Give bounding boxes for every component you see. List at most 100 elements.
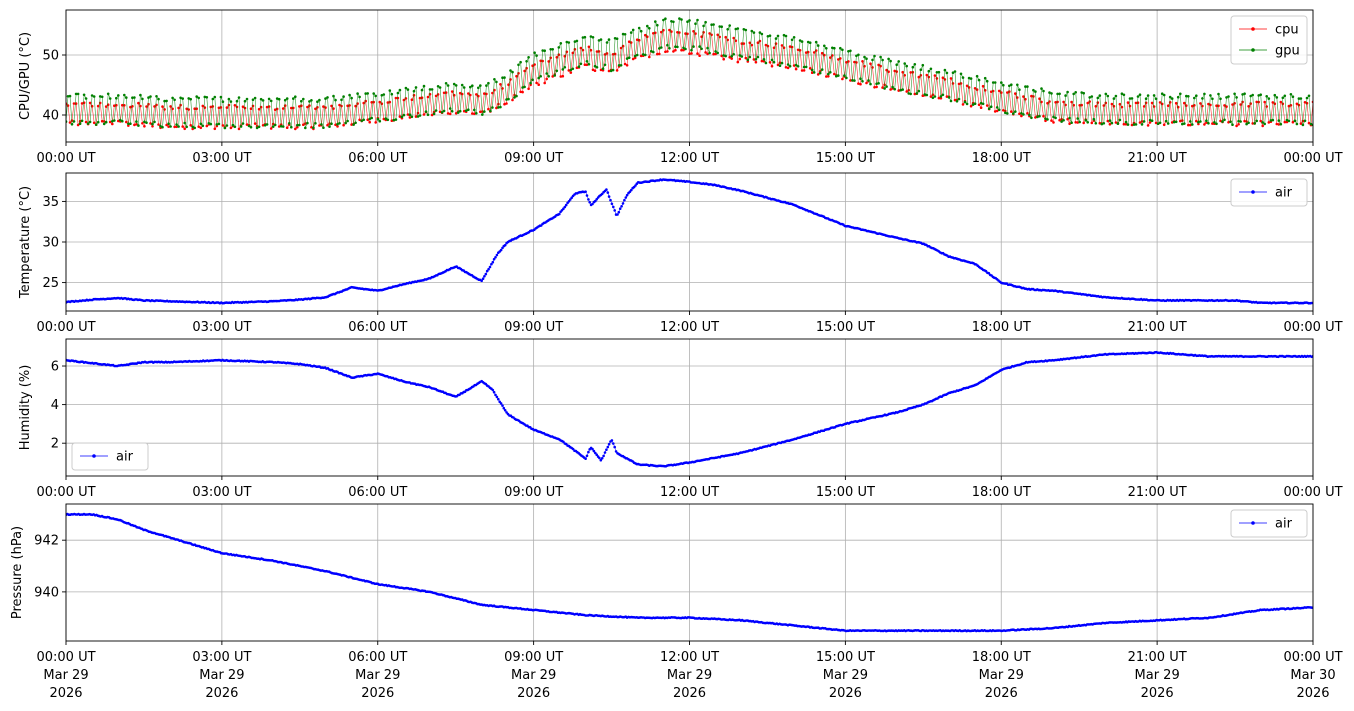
y-tick-label: 2	[51, 437, 59, 452]
data-point	[827, 72, 830, 76]
data-point	[690, 52, 693, 55]
data-point	[935, 77, 939, 80]
data-point	[744, 28, 748, 32]
data-point	[782, 33, 786, 37]
data-point	[615, 37, 619, 40]
data-point	[594, 199, 597, 203]
data-point	[929, 95, 933, 98]
plot-area	[66, 178, 1313, 305]
x-year-label: 2026	[517, 686, 550, 701]
data-point	[1054, 116, 1057, 120]
data-point	[545, 72, 548, 75]
legend-box	[71, 442, 149, 471]
data-point	[241, 122, 245, 125]
data-point	[666, 50, 669, 53]
data-point	[591, 68, 595, 72]
data-point	[995, 109, 999, 113]
data-point	[283, 98, 287, 102]
data-point	[261, 124, 265, 127]
data-point	[1227, 121, 1230, 124]
data-point	[1032, 88, 1035, 92]
data-point	[1247, 121, 1250, 125]
data-point	[648, 27, 651, 30]
data-point	[133, 123, 136, 127]
data-point	[587, 63, 591, 66]
data-point	[987, 107, 991, 110]
data-point	[394, 96, 398, 100]
data-point	[551, 48, 554, 51]
data-point	[1203, 92, 1206, 96]
data-point	[786, 66, 790, 70]
data-point	[298, 123, 301, 127]
data-point	[334, 98, 337, 102]
data-point	[706, 52, 709, 56]
x-year-label: 2026	[985, 686, 1018, 701]
data-point	[173, 98, 176, 102]
data-point	[1044, 117, 1047, 120]
data-point	[1158, 121, 1162, 125]
data-point	[599, 68, 603, 72]
x-tick-label: 06:00 UT	[348, 151, 407, 166]
data-point	[648, 55, 651, 59]
data-point	[499, 402, 503, 405]
data-point	[621, 32, 625, 36]
data-point	[565, 40, 569, 44]
data-point	[593, 64, 597, 68]
data-point	[1026, 112, 1029, 115]
data-point	[841, 48, 844, 52]
data-point	[825, 75, 828, 78]
data-point	[294, 127, 297, 131]
data-point	[324, 97, 327, 100]
data-point	[458, 91, 462, 95]
data-point	[163, 99, 166, 103]
data-point	[1223, 104, 1226, 107]
data-point	[605, 41, 609, 44]
data-point	[985, 79, 989, 83]
data-point	[676, 45, 679, 49]
data-point	[623, 198, 626, 202]
data-point	[1034, 116, 1037, 119]
data-point	[1140, 123, 1144, 126]
data-point	[567, 41, 571, 44]
data-point	[193, 126, 196, 130]
data-point	[125, 120, 128, 124]
series-markers-air	[66, 350, 1313, 468]
data-point	[501, 404, 504, 407]
data-point	[570, 196, 573, 199]
legend-label: gpu	[1275, 44, 1300, 59]
data-point	[1142, 105, 1146, 108]
data-point	[121, 103, 124, 107]
data-point	[635, 38, 639, 41]
data-point	[941, 76, 945, 79]
data-point	[1203, 123, 1206, 126]
data-point	[573, 40, 577, 43]
data-point	[569, 68, 573, 72]
data-point	[454, 112, 458, 115]
data-point	[1034, 90, 1037, 93]
data-point	[541, 49, 544, 52]
data-point	[227, 103, 231, 107]
data-point	[458, 109, 462, 113]
data-point	[613, 445, 616, 449]
data-point	[491, 106, 494, 109]
data-point	[209, 122, 213, 126]
data-point	[901, 70, 904, 74]
data-point	[257, 125, 261, 129]
data-point	[249, 125, 253, 129]
data-point	[497, 397, 500, 401]
data-point	[752, 31, 756, 34]
legend-label: cpu	[1275, 23, 1299, 38]
data-point	[487, 107, 490, 111]
data-point	[408, 113, 412, 116]
data-point	[1108, 123, 1112, 126]
data-point	[346, 119, 349, 123]
data-point	[631, 28, 635, 32]
data-point	[108, 97, 112, 100]
data-point	[1040, 87, 1043, 90]
data-point	[495, 106, 498, 110]
data-point	[975, 74, 979, 78]
data-point	[193, 107, 196, 110]
data-point	[943, 68, 947, 72]
legend: air	[1230, 509, 1308, 538]
data-point	[1307, 121, 1311, 125]
